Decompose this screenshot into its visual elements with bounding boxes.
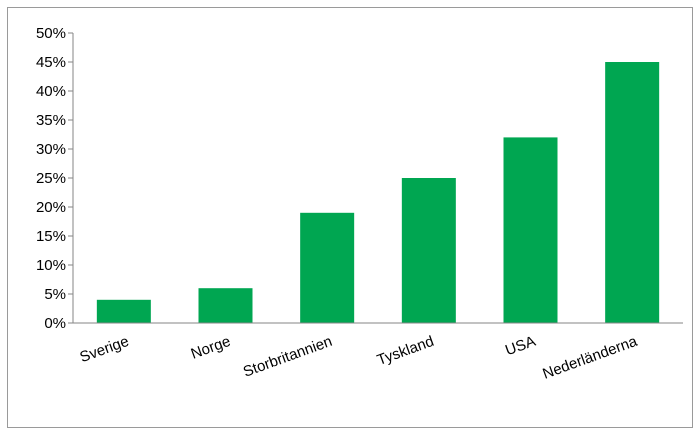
y-tick-label: 25% — [36, 170, 66, 187]
y-tick-label: 5% — [44, 286, 66, 303]
x-category-label: USA — [503, 333, 538, 360]
y-tick-label: 20% — [36, 199, 66, 216]
y-axis-ticks: 0% 5% 10% 15% 20% 25% 30% 35% 40% 45% 50% — [36, 25, 73, 332]
y-tick-label: 15% — [36, 228, 66, 245]
bar-nederländerna — [605, 62, 660, 323]
x-category-label: Tyskland — [375, 333, 436, 369]
y-tick-label: 35% — [36, 112, 66, 129]
y-tick-label: 30% — [36, 141, 66, 158]
x-category-label: Nederländerna — [540, 333, 640, 383]
x-category-label: Sverige — [78, 333, 132, 366]
y-tick-label: 40% — [36, 83, 66, 100]
x-axis-labels: Sverige Norge Storbritannien Tyskland USA Ned… — [78, 333, 641, 383]
bars — [96, 62, 660, 323]
y-tick-label: 10% — [36, 257, 66, 274]
bar-tyskland — [401, 178, 456, 323]
bar-storbritannien — [300, 212, 355, 323]
bar-norge — [198, 288, 253, 323]
y-tick-label: 45% — [36, 54, 66, 71]
x-category-label: Norge — [189, 333, 233, 363]
y-tick-label: 0% — [44, 315, 66, 332]
bar-usa — [503, 137, 558, 323]
y-tick-label: 50% — [36, 25, 66, 42]
bar-sverige — [96, 299, 151, 323]
x-category-label: Storbritannien — [241, 333, 335, 381]
